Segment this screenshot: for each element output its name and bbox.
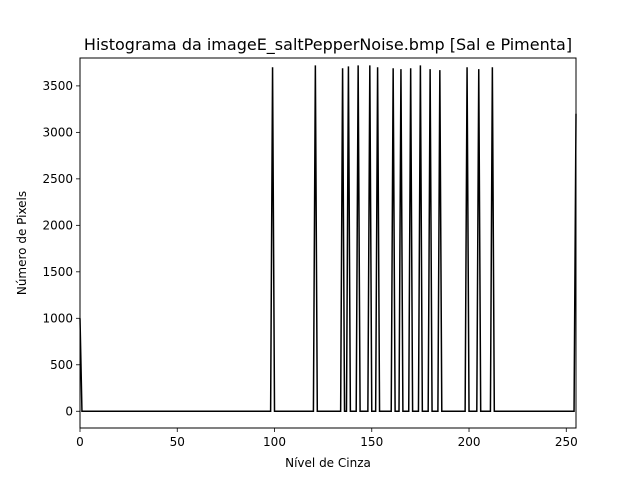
y-tick-label: 3000 [42, 125, 73, 139]
x-tick-label: 0 [76, 435, 84, 449]
x-tick-label: 150 [360, 435, 383, 449]
histogram-line [79, 65, 577, 413]
x-axis: 0 50 100 150 200 250 [76, 428, 578, 449]
x-tick-label: 200 [458, 435, 481, 449]
y-tick-label: 3500 [42, 79, 73, 93]
plot-frame [79, 57, 577, 429]
y-tick-label: 1000 [42, 311, 73, 325]
chart-title: Histograma da imageE_saltPepperNoise.bmp… [84, 35, 572, 55]
y-tick-label: 500 [50, 358, 73, 372]
y-tick-label: 1500 [42, 265, 73, 279]
x-axis-label: Nível de Cinza [285, 456, 371, 470]
y-tick-label: 2500 [42, 172, 73, 186]
y-tick-label: 0 [65, 404, 73, 418]
y-axis: 0 500 1000 1500 2000 2500 3000 3500 [42, 79, 80, 418]
x-tick-label: 100 [263, 435, 286, 449]
x-tick-label: 50 [170, 435, 185, 449]
y-axis-label: Número de Pixels [15, 191, 29, 295]
plot-background [80, 58, 576, 428]
plot-area [79, 57, 577, 429]
y-tick-label: 2000 [42, 218, 73, 232]
x-tick-label: 250 [555, 435, 578, 449]
